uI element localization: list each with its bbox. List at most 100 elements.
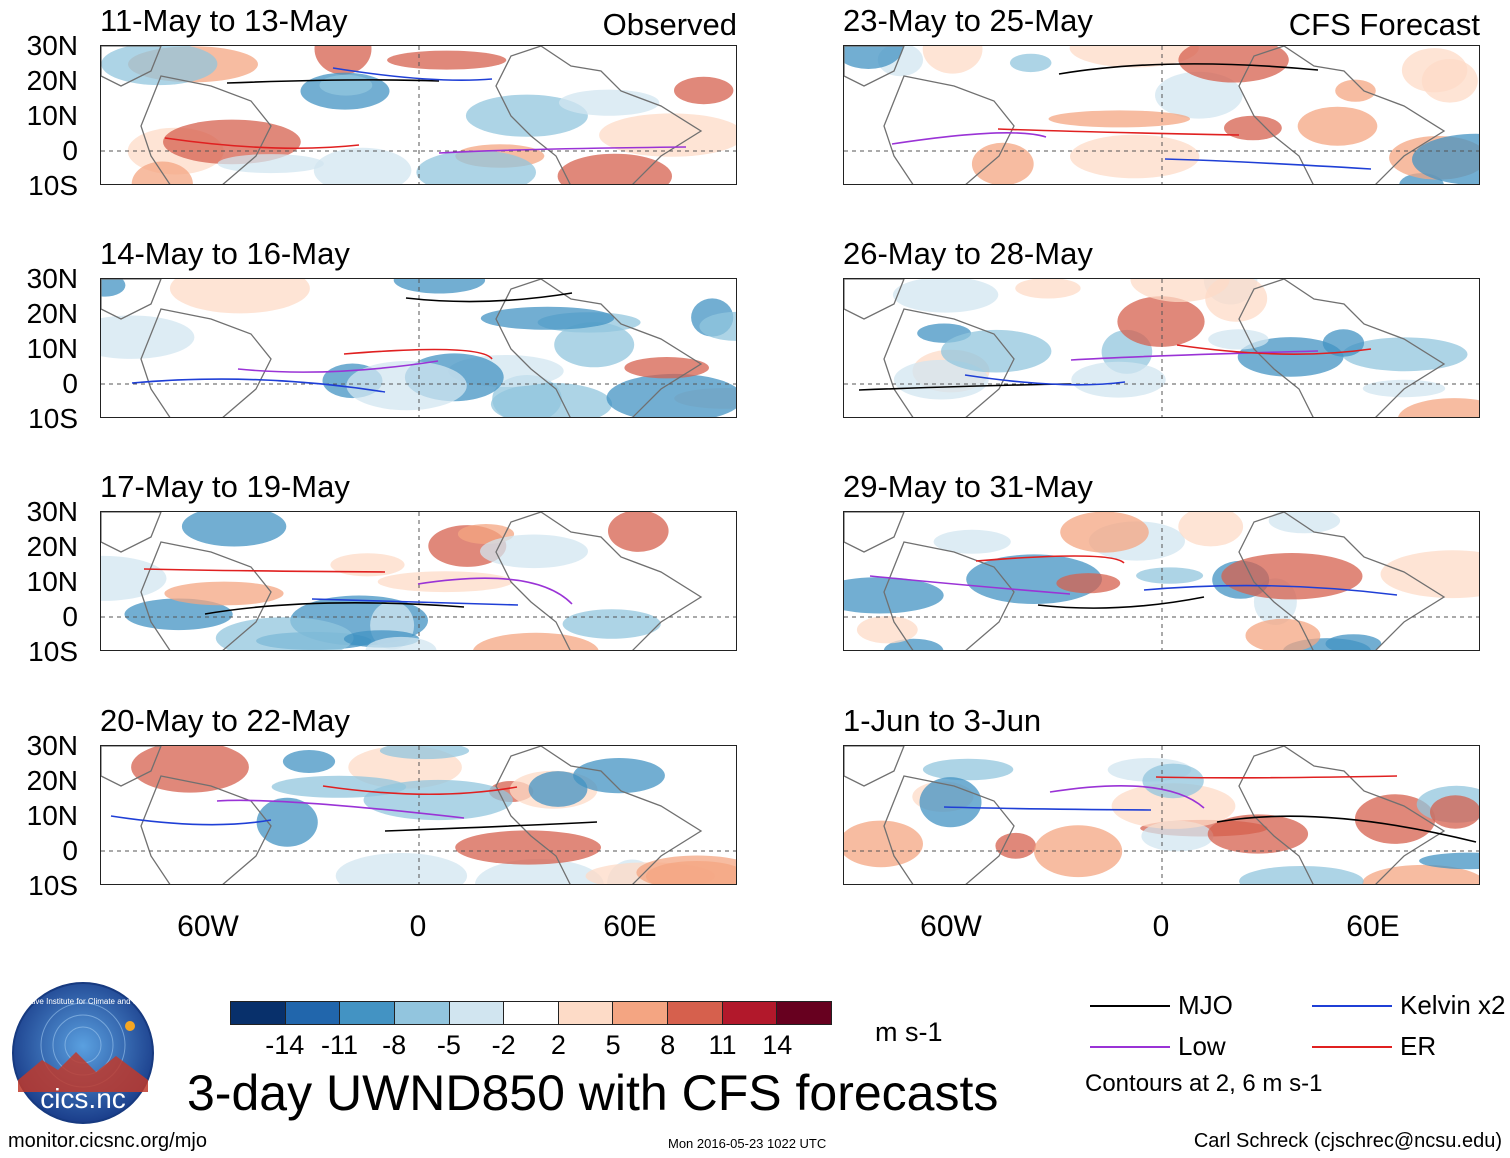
contour-line (417, 577, 573, 605)
wind-anomaly-shade (1071, 361, 1166, 398)
colorbar-units: m s-1 (875, 1017, 943, 1047)
wind-anomaly-shade (608, 512, 669, 552)
coastline (883, 75, 1015, 184)
wind-anomaly-shade (558, 89, 660, 116)
colorbar-tick-label: -14 (265, 1030, 305, 1060)
wind-anomaly-shade (335, 853, 468, 884)
colorbar-tick-label: 5 (605, 1030, 621, 1060)
wind-anomaly-shade (844, 820, 923, 868)
coastline (101, 279, 162, 320)
colorbar-swatch (394, 1002, 450, 1024)
wind-anomaly-shade (101, 46, 218, 86)
wind-anomaly-shade (131, 746, 249, 793)
coastline (140, 308, 272, 417)
contour-line (943, 806, 1152, 811)
main-title: 3-day UWND850 with CFS forecasts (187, 1065, 999, 1121)
wind-anomaly-shade (330, 553, 405, 577)
wind-anomaly-shade (346, 361, 467, 411)
colorbar-swatch (340, 1002, 395, 1024)
coastline (883, 541, 1015, 650)
map-svg (844, 746, 1479, 884)
coastline (495, 279, 703, 417)
footer-url[interactable]: monitor.cicsnc.org/mjo (8, 1130, 207, 1152)
lon-label: 60E (603, 910, 657, 943)
wind-anomaly-shade (624, 357, 709, 379)
contour-line (1037, 596, 1205, 609)
coastline (1238, 279, 1446, 417)
wind-anomaly-shade (922, 758, 1014, 781)
contour-line (891, 132, 1047, 145)
colorbar-tick-label: 8 (660, 1030, 676, 1060)
lat-label: 0 (62, 835, 78, 866)
legend-er-line (1312, 1045, 1392, 1048)
contour-line (110, 815, 272, 826)
wind-anomaly-shade (393, 279, 486, 294)
contour-line (332, 67, 493, 81)
wind-anomaly-shade (941, 329, 1052, 373)
wind-anomaly-shade (475, 858, 604, 884)
map-panel (843, 45, 1480, 185)
contour-line (1216, 815, 1477, 843)
legend-mjo-label: MJO (1178, 990, 1233, 1020)
coastline (101, 46, 162, 87)
legend-er-label: ER (1400, 1031, 1437, 1061)
wind-anomaly-shade (379, 746, 470, 760)
coastline (883, 775, 1015, 884)
wind-anomaly-shade (313, 147, 412, 184)
panel-title: 23-May to 25-May (843, 3, 1093, 38)
wind-anomaly-shade (1009, 53, 1052, 73)
wind-anomaly-shade (1056, 573, 1121, 594)
map-svg (101, 512, 736, 650)
wind-anomaly-shade (169, 279, 310, 314)
legend-kelvin-label: Kelvin x2 (1400, 990, 1506, 1020)
wind-anomaly-shade (1208, 329, 1269, 350)
map-svg (101, 46, 736, 184)
lat-label: 20N (26, 765, 78, 796)
wind-anomaly-shade (1362, 864, 1479, 884)
coastline (101, 746, 162, 787)
colorbar-swatch (504, 1002, 559, 1024)
cics-logo: cics.nc Cooperative Institute for Climat… (12, 982, 154, 1124)
legend-low-line (1090, 1045, 1170, 1048)
lat-label: 30N (26, 263, 78, 294)
lat-label: 30N (26, 496, 78, 527)
wind-anomaly-shade (1268, 512, 1341, 534)
wind-anomaly-shade (844, 46, 903, 69)
logo-ring-text: Cooperative Institute for Climate and Sa… (12, 997, 154, 1006)
wind-anomaly-shade (554, 322, 635, 368)
wind-anomaly-shade (1130, 279, 1230, 302)
wind-anomaly-shade (892, 279, 999, 313)
contour-line (869, 575, 1071, 595)
map-panel (843, 278, 1480, 418)
lon-label: 0 (1152, 910, 1170, 943)
contour-line (143, 568, 386, 573)
wind-anomaly-shade (1136, 567, 1204, 584)
contour-line (438, 146, 687, 154)
panel-title: 14-May to 16-May (100, 236, 350, 271)
wind-anomaly-shade (1380, 550, 1479, 599)
wind-anomaly-shade (473, 632, 599, 650)
wind-anomaly-shade (215, 617, 354, 650)
wind-anomaly-shade (1419, 852, 1479, 870)
wind-anomaly-shade (387, 50, 507, 70)
lat-label: 30N (26, 30, 78, 61)
lat-label: 10N (26, 800, 78, 831)
coastline (844, 746, 905, 787)
wind-anomaly-shade (893, 359, 989, 400)
contour-line (311, 598, 519, 606)
wind-anomaly-shade (674, 76, 734, 105)
contour-line (1164, 158, 1372, 170)
contour-line (997, 128, 1240, 136)
wind-anomaly-shade (562, 609, 661, 639)
wind-anomaly-shade (416, 150, 536, 184)
wind-anomaly-shade (1015, 279, 1081, 299)
contour-line (975, 555, 1125, 564)
coastline (140, 75, 272, 184)
contour-line (237, 360, 439, 373)
contour-line (216, 799, 465, 819)
wind-anomaly-shade (922, 46, 983, 74)
panel-tag: Observed (602, 7, 737, 42)
wind-anomaly-shade (1178, 512, 1244, 547)
wind-anomaly-shade (557, 153, 672, 184)
lat-label: 10S (28, 170, 78, 201)
